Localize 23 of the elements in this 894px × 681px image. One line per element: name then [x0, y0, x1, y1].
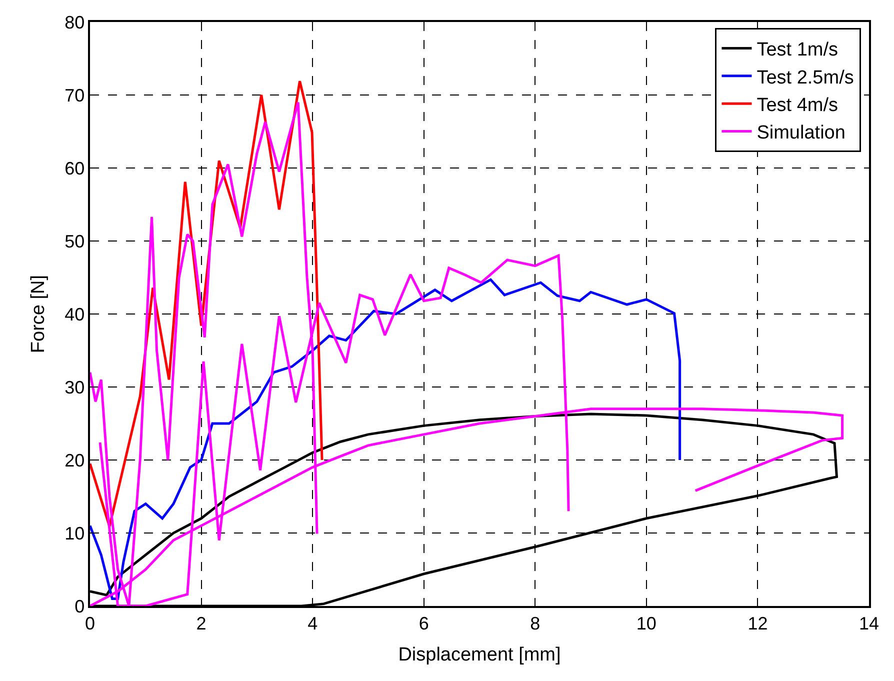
y-axis-title: Force [N] [28, 274, 49, 354]
y-tick-label: 0 [74, 596, 85, 616]
legend-label: Test 4m/s [756, 95, 838, 116]
legend-label: Simulation [756, 122, 846, 144]
x-tick-label: 8 [530, 613, 540, 634]
x-tick-label: 2 [196, 613, 206, 634]
x-tick-label: 10 [636, 613, 656, 634]
y-tick-label: 60 [64, 158, 85, 178]
x-tick-label: 6 [418, 613, 429, 634]
line-series [90, 278, 682, 600]
legend-label: Test 2.5m/s [756, 67, 854, 88]
x-axis-title: Displacement [mm] [398, 644, 561, 666]
y-tick-label: 70 [64, 85, 85, 106]
legend-label: Test 1m/s [756, 40, 838, 61]
y-tick-label: 20 [64, 450, 85, 470]
x-tick-label: 4 [308, 613, 318, 634]
y-tick-label: 10 [64, 523, 85, 544]
x-tick-label: 12 [748, 613, 768, 634]
y-tick-label: 50 [64, 231, 85, 252]
y-tick-label: 30 [64, 377, 85, 398]
y-tick-label: 40 [64, 304, 85, 324]
y-tick-label: 80 [64, 12, 85, 32]
x-tick-label: 14 [858, 613, 880, 634]
